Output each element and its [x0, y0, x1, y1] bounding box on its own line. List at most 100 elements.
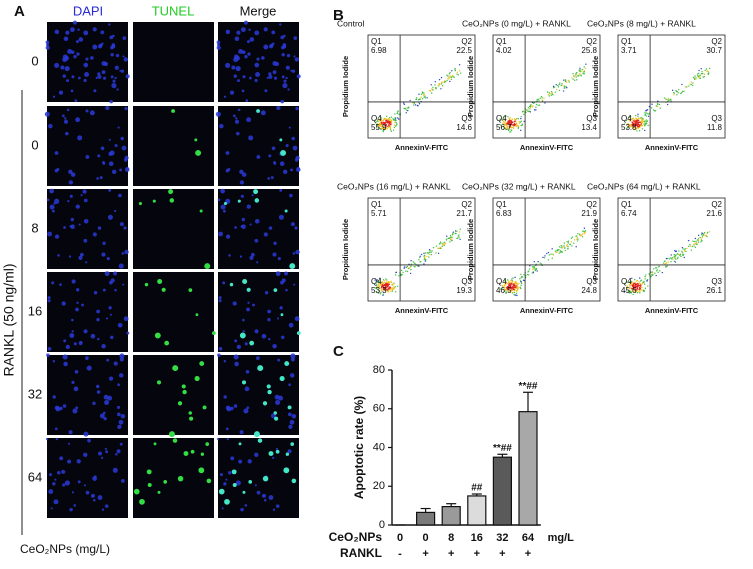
event-dot [681, 246, 684, 249]
nucleus [254, 238, 259, 243]
event-dot [521, 123, 524, 125]
nucleus [274, 394, 280, 400]
event-dot [700, 68, 702, 70]
tunel-signal [198, 467, 205, 474]
nucleus [222, 209, 226, 213]
event-dot [520, 277, 522, 279]
event-dot [449, 234, 452, 237]
event-dot [650, 107, 653, 109]
nucleus [102, 76, 107, 80]
event-dot [517, 288, 520, 290]
event-dot [502, 125, 504, 127]
event-dot [655, 267, 657, 269]
event-dot [421, 91, 424, 93]
event-dot [578, 69, 581, 71]
nucleus [78, 223, 81, 226]
event-dot [667, 257, 669, 260]
tunel-signal [139, 498, 145, 505]
nucleus [246, 307, 250, 312]
event-dot [641, 283, 644, 285]
event-dot [448, 237, 450, 239]
event-dot [580, 235, 582, 237]
nucleus [241, 172, 247, 177]
event-dot [561, 250, 563, 253]
event-dot [385, 278, 387, 280]
event-dot [575, 245, 577, 248]
event-dot [701, 232, 703, 235]
quadrant-value: 45.6 [621, 286, 637, 295]
event-dot [522, 276, 524, 278]
event-dot [533, 109, 536, 111]
nucleus [290, 357, 296, 362]
event-dot [395, 271, 397, 274]
nucleus [244, 386, 250, 392]
nucleus [103, 61, 109, 67]
nucleus [108, 138, 111, 141]
event-dot [630, 292, 633, 294]
flow-plot [617, 34, 726, 139]
event-dot [435, 245, 438, 247]
event-dot [575, 76, 577, 78]
event-dot [512, 288, 515, 291]
event-dot [442, 81, 444, 83]
plot-frame [367, 34, 476, 139]
event-dot [424, 258, 426, 260]
nucleus [254, 329, 259, 334]
event-dot [686, 247, 688, 250]
event-dot [424, 95, 426, 97]
tunel-signal [290, 442, 295, 446]
quadrant-value: 11.8 [707, 123, 723, 132]
nucleus [233, 57, 239, 63]
event-dot [378, 284, 380, 287]
event-dot [629, 119, 631, 122]
event-dot [421, 98, 424, 100]
event-dot [443, 241, 445, 244]
nucleus [125, 167, 130, 172]
event-dot [583, 227, 586, 229]
quadrant-value: 24.8 [581, 286, 597, 295]
tunel-signal [296, 331, 301, 335]
nucleus [104, 400, 110, 406]
nucleus [110, 53, 114, 57]
event-dot [558, 249, 560, 251]
nucleus [239, 430, 244, 435]
event-dot [517, 283, 519, 285]
nucleus [48, 473, 52, 477]
event-dot [393, 286, 395, 288]
tunel-signal [280, 149, 287, 156]
event-dot [646, 109, 649, 111]
event-dot [668, 258, 671, 260]
flow-plot [367, 34, 476, 139]
event-dot [679, 254, 681, 257]
event-dot [634, 285, 637, 287]
event-dot [632, 293, 634, 296]
event-dot [564, 247, 566, 249]
event-dot [456, 230, 458, 232]
nucleus [56, 470, 61, 475]
event-dot [695, 241, 698, 244]
event-dot [633, 118, 636, 121]
nucleus [83, 198, 88, 203]
nucleus [122, 55, 125, 58]
event-dot [647, 113, 649, 115]
event-dot [692, 84, 694, 87]
nucleus [225, 478, 228, 481]
nucleus [111, 82, 117, 89]
nucleus [248, 76, 252, 80]
event-dot [446, 74, 448, 76]
event-dot [418, 93, 420, 95]
nucleus [95, 76, 98, 79]
event-dot [541, 97, 543, 99]
event-dot [706, 232, 708, 235]
event-dot [382, 285, 385, 288]
event-dot [639, 126, 641, 129]
x-tick-label: 0 [397, 532, 403, 544]
nucleus [245, 369, 250, 374]
tunel-signal [182, 389, 187, 395]
event-dot [544, 102, 546, 104]
nucleus [217, 353, 221, 357]
nucleus [271, 30, 276, 35]
micrograph [46, 188, 129, 269]
y-tick-label: 0 [379, 519, 385, 531]
quadrant-label: Q1 [371, 37, 382, 46]
